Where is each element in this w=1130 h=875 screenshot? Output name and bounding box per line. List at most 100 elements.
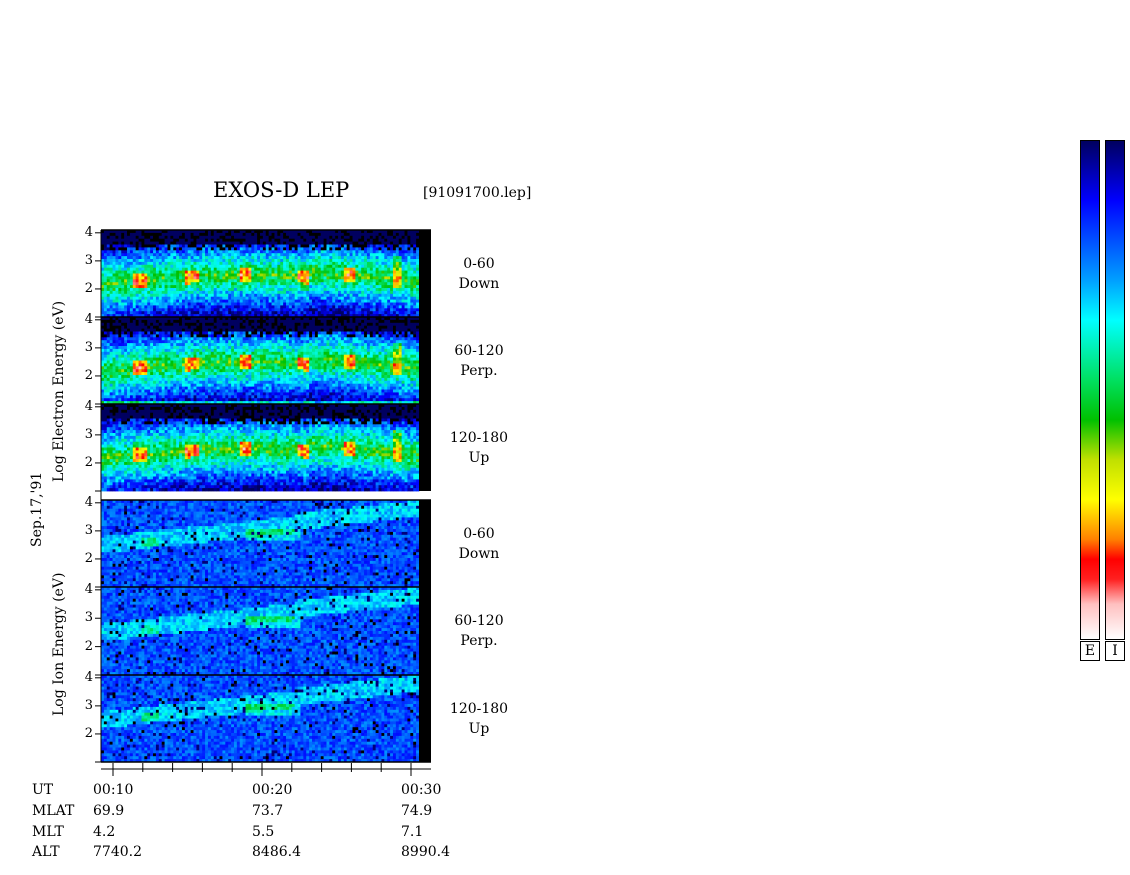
pixel bbox=[133, 303, 136, 306]
pixel bbox=[312, 271, 315, 274]
pixel bbox=[130, 242, 133, 245]
pixel bbox=[225, 245, 228, 248]
pixel bbox=[150, 349, 153, 352]
pixel bbox=[130, 355, 133, 358]
pixel bbox=[141, 259, 144, 262]
pixel bbox=[118, 265, 121, 268]
pixel bbox=[205, 285, 208, 288]
pixel bbox=[347, 242, 350, 245]
pixel bbox=[361, 239, 364, 242]
pixel bbox=[289, 233, 292, 236]
pixel bbox=[260, 262, 263, 265]
pixel bbox=[231, 250, 234, 253]
pixel bbox=[147, 398, 150, 401]
pixel bbox=[303, 250, 306, 253]
pixel bbox=[289, 253, 292, 256]
pixel bbox=[367, 303, 370, 306]
pixel bbox=[196, 329, 199, 332]
pixel bbox=[150, 340, 153, 343]
pixel bbox=[341, 259, 344, 262]
pixel bbox=[376, 308, 379, 311]
pixel bbox=[246, 334, 249, 337]
pixel bbox=[165, 334, 168, 337]
pixel bbox=[162, 384, 165, 387]
pixel bbox=[246, 279, 249, 282]
pixel bbox=[280, 253, 283, 256]
pixel bbox=[139, 375, 142, 378]
pixel bbox=[179, 265, 182, 268]
pixel bbox=[139, 334, 142, 337]
pixel bbox=[104, 320, 107, 323]
pixel bbox=[205, 300, 208, 303]
pixel bbox=[251, 358, 254, 361]
pixel bbox=[254, 387, 257, 390]
pixel bbox=[185, 323, 188, 326]
pixel bbox=[115, 358, 118, 361]
pixel bbox=[170, 247, 173, 250]
pixel bbox=[211, 381, 214, 384]
pixel bbox=[173, 352, 176, 355]
pixel bbox=[231, 372, 234, 375]
pixel bbox=[399, 262, 402, 265]
pixel bbox=[228, 363, 231, 366]
pixel bbox=[344, 259, 347, 262]
pixel bbox=[251, 384, 254, 387]
pixel bbox=[191, 268, 194, 271]
pixel bbox=[280, 279, 283, 282]
pixel bbox=[118, 271, 121, 274]
pixel bbox=[179, 329, 182, 332]
pixel bbox=[248, 253, 251, 256]
pixel bbox=[159, 358, 162, 361]
pixel bbox=[147, 361, 150, 364]
pixel bbox=[118, 372, 121, 375]
pixel bbox=[147, 387, 150, 390]
pixel bbox=[104, 262, 107, 265]
pixel bbox=[396, 300, 399, 303]
pixel bbox=[243, 282, 246, 285]
pixel bbox=[298, 253, 301, 256]
pixel bbox=[176, 363, 179, 366]
pixel bbox=[188, 372, 191, 375]
pixel bbox=[280, 245, 283, 248]
pixel bbox=[127, 242, 130, 245]
pixel bbox=[127, 268, 130, 271]
pixel bbox=[202, 305, 205, 308]
pixel bbox=[416, 311, 419, 314]
pixel bbox=[292, 303, 295, 306]
pixel bbox=[208, 332, 211, 335]
pixel bbox=[208, 384, 211, 387]
pixel bbox=[364, 256, 367, 259]
pixel bbox=[162, 294, 165, 297]
pixel bbox=[211, 303, 214, 306]
pixel bbox=[156, 274, 159, 277]
pixel bbox=[205, 334, 208, 337]
pixel bbox=[393, 288, 396, 291]
pixel bbox=[107, 326, 110, 329]
pixel bbox=[121, 340, 124, 343]
pixel bbox=[159, 390, 162, 393]
pixel bbox=[286, 297, 289, 300]
pixel bbox=[280, 282, 283, 285]
pixel bbox=[407, 233, 410, 236]
pixel bbox=[118, 384, 121, 387]
pixel bbox=[220, 253, 223, 256]
pixel bbox=[188, 320, 191, 323]
pixel bbox=[254, 329, 257, 332]
pixel bbox=[170, 297, 173, 300]
pixel bbox=[306, 305, 309, 308]
pixel bbox=[257, 320, 260, 323]
pixel bbox=[194, 337, 197, 340]
pixel bbox=[231, 369, 234, 372]
pixel bbox=[318, 268, 321, 271]
pixel bbox=[246, 375, 249, 378]
pixel bbox=[257, 352, 260, 355]
pixel bbox=[272, 285, 275, 288]
pixel bbox=[338, 305, 341, 308]
pixel bbox=[194, 358, 197, 361]
pixel bbox=[344, 274, 347, 277]
pixel bbox=[153, 398, 156, 401]
pixel bbox=[309, 256, 312, 259]
pixel bbox=[214, 323, 217, 326]
pixel bbox=[246, 352, 249, 355]
pixel bbox=[133, 300, 136, 303]
